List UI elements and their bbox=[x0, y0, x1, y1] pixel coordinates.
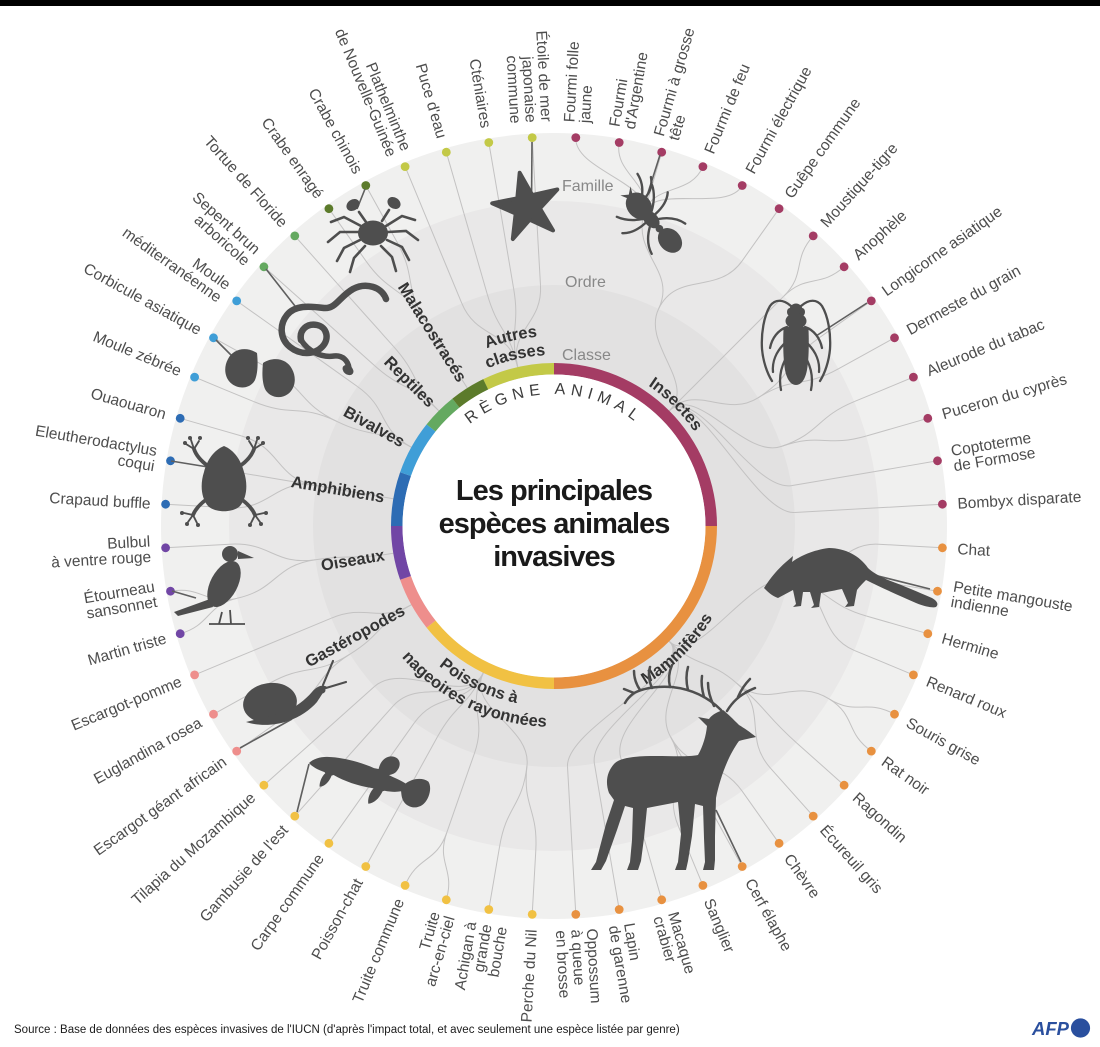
svg-text:espèces animales: espèces animales bbox=[439, 508, 670, 540]
svg-text:invasives: invasives bbox=[493, 541, 615, 573]
svg-text:Classe: Classe bbox=[562, 347, 611, 364]
svg-text:en brosse: en brosse bbox=[552, 930, 573, 999]
svg-text:Lapin: Lapin bbox=[620, 922, 643, 962]
svg-text:Famille: Famille bbox=[562, 178, 614, 195]
svg-text:Chat: Chat bbox=[957, 541, 991, 560]
svg-text:Bulbul: Bulbul bbox=[107, 533, 151, 552]
svg-text:Source : Base de données des e: Source : Base de données des espèces inv… bbox=[14, 1024, 680, 1036]
svg-text:Fourmi folle: Fourmi folle bbox=[561, 41, 582, 123]
svg-text:à ventre rouge: à ventre rouge bbox=[51, 549, 152, 572]
svg-text:japonaise: japonaise bbox=[518, 55, 539, 123]
svg-text:Étoile de mer: Étoile de mer bbox=[532, 30, 554, 122]
svg-text:Perche du Nil: Perche du Nil bbox=[519, 929, 541, 1023]
svg-text:commune: commune bbox=[503, 55, 524, 124]
svg-text:à queue: à queue bbox=[567, 929, 587, 986]
svg-text:Oppossum: Oppossum bbox=[583, 928, 604, 1004]
svg-text:tête: tête bbox=[666, 113, 690, 143]
svg-text:jaune: jaune bbox=[577, 85, 596, 125]
svg-text:Crapaud buffle: Crapaud buffle bbox=[49, 490, 151, 513]
svg-text:Ordre: Ordre bbox=[565, 274, 606, 291]
svg-text:Bombyx disparate: Bombyx disparate bbox=[957, 489, 1082, 513]
svg-text:coqui: coqui bbox=[116, 452, 155, 475]
svg-text:AFP: AFP bbox=[1031, 1018, 1070, 1039]
svg-text:Les principales: Les principales bbox=[456, 475, 652, 507]
